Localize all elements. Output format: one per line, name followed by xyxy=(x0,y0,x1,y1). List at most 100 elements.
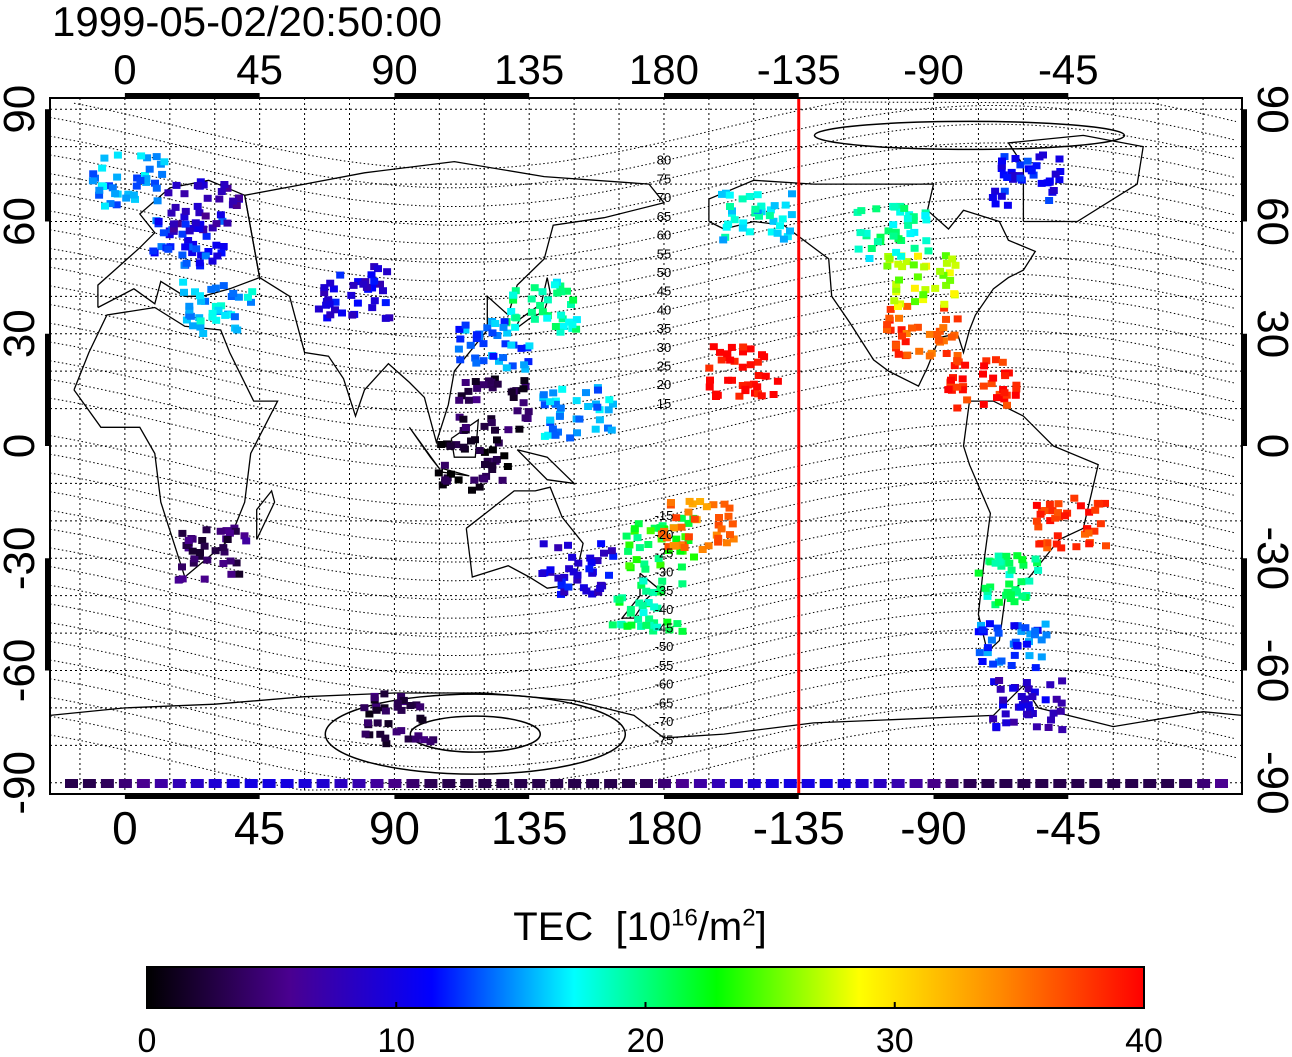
tec-cell xyxy=(1031,555,1040,563)
tec-cell xyxy=(600,549,608,557)
tec-cell xyxy=(873,779,887,788)
tec-cell xyxy=(978,658,987,665)
tec-cell xyxy=(773,377,782,385)
tec-cell xyxy=(418,716,427,724)
tec-cell xyxy=(979,382,988,390)
tec-cell xyxy=(1016,161,1025,169)
tec-cell xyxy=(383,268,392,276)
timestamp-title: 1999-05-02/20:50:00 xyxy=(52,0,442,45)
tec-cell xyxy=(786,227,794,235)
tec-cell xyxy=(457,392,466,400)
tec-cell xyxy=(198,537,207,544)
tec-cell xyxy=(1161,779,1175,788)
tec-cell xyxy=(1003,174,1012,181)
tec-cell xyxy=(488,446,497,454)
tec-cell xyxy=(624,547,633,555)
tec-cell xyxy=(196,323,205,331)
tec-cell xyxy=(645,615,654,623)
tec-cell xyxy=(769,391,778,398)
tec-cell xyxy=(573,571,582,579)
tec-cell xyxy=(950,290,959,298)
tec-cell xyxy=(546,566,555,574)
frame-bar-left xyxy=(45,333,50,446)
tec-cell xyxy=(503,329,512,337)
tec-cell xyxy=(1035,540,1044,548)
tec-cell xyxy=(900,204,909,212)
tec-cell xyxy=(894,303,902,310)
tec-cell xyxy=(487,415,496,423)
tec-cell xyxy=(1096,520,1105,528)
tec-cell xyxy=(169,225,178,233)
tec-cell xyxy=(461,326,470,334)
tec-cell xyxy=(202,526,211,534)
tec-cell xyxy=(948,255,957,263)
tec-cell xyxy=(217,302,226,310)
tec-cell xyxy=(452,441,461,449)
tec-cell xyxy=(714,534,723,542)
tec-cell xyxy=(99,183,108,190)
tec-cell xyxy=(981,584,990,592)
tec-cell xyxy=(129,191,138,199)
tec-cell xyxy=(1089,779,1103,788)
tec-cell xyxy=(646,527,655,535)
tec-cell xyxy=(397,727,406,735)
tec-cell xyxy=(989,660,998,668)
tec-cell xyxy=(111,190,120,198)
tec-cell xyxy=(203,556,212,564)
tec-cell xyxy=(727,343,736,351)
tec-cell xyxy=(997,162,1006,170)
tec-cell xyxy=(709,343,718,351)
tec-cell xyxy=(715,514,723,521)
contour-label: 15 xyxy=(657,396,671,411)
tec-cell xyxy=(1017,627,1026,635)
tec-cell xyxy=(747,779,761,788)
tec-cell xyxy=(543,314,552,322)
contour-label: -20 xyxy=(655,527,674,542)
tec-cell xyxy=(999,696,1008,704)
tec-cell xyxy=(757,392,766,400)
tec-cell xyxy=(568,553,577,561)
tec-cell xyxy=(1009,175,1017,183)
tec-cell xyxy=(588,590,597,598)
tec-cell xyxy=(1001,710,1010,718)
tec-cell xyxy=(213,252,222,260)
tec-cell xyxy=(1000,187,1009,195)
tec-cell xyxy=(653,623,662,631)
tec-cell xyxy=(639,609,648,617)
tec-cell xyxy=(942,259,951,267)
tec-cell xyxy=(735,392,744,400)
tec-cell xyxy=(641,565,650,573)
tec-cell xyxy=(676,547,685,555)
tec-cell xyxy=(658,530,666,538)
tec-cell xyxy=(89,170,98,178)
contour-label: 20 xyxy=(657,377,671,392)
tec-cell xyxy=(1005,559,1014,567)
tec-cell xyxy=(461,424,470,431)
tec-cell xyxy=(884,227,893,235)
tec-cell xyxy=(633,534,642,542)
tec-cell xyxy=(575,415,584,423)
tec-cell xyxy=(656,561,665,569)
tec-cell xyxy=(234,293,243,301)
contour-label: 40 xyxy=(657,302,671,317)
colorbar-tick-label: 30 xyxy=(876,1022,914,1057)
tec-cell xyxy=(979,370,987,378)
tec-cell xyxy=(169,220,178,228)
tec-cell xyxy=(993,394,1001,402)
tec-cell xyxy=(1049,187,1058,194)
contour-label: 45 xyxy=(657,284,671,299)
tec-cell xyxy=(615,596,624,604)
tec-cell xyxy=(1009,684,1018,692)
tec-cell xyxy=(1197,779,1211,788)
tec-cell xyxy=(509,291,518,299)
tec-cell xyxy=(511,287,520,295)
tec-cell xyxy=(559,323,568,330)
tec-cell xyxy=(503,463,512,470)
tec-cell xyxy=(693,779,707,788)
tec-cell xyxy=(723,350,732,358)
tec-cell xyxy=(549,389,558,397)
tec-cell xyxy=(399,696,408,704)
tec-cell xyxy=(379,287,387,295)
tec-cell xyxy=(242,537,251,545)
unit-middle: /m xyxy=(697,905,743,949)
